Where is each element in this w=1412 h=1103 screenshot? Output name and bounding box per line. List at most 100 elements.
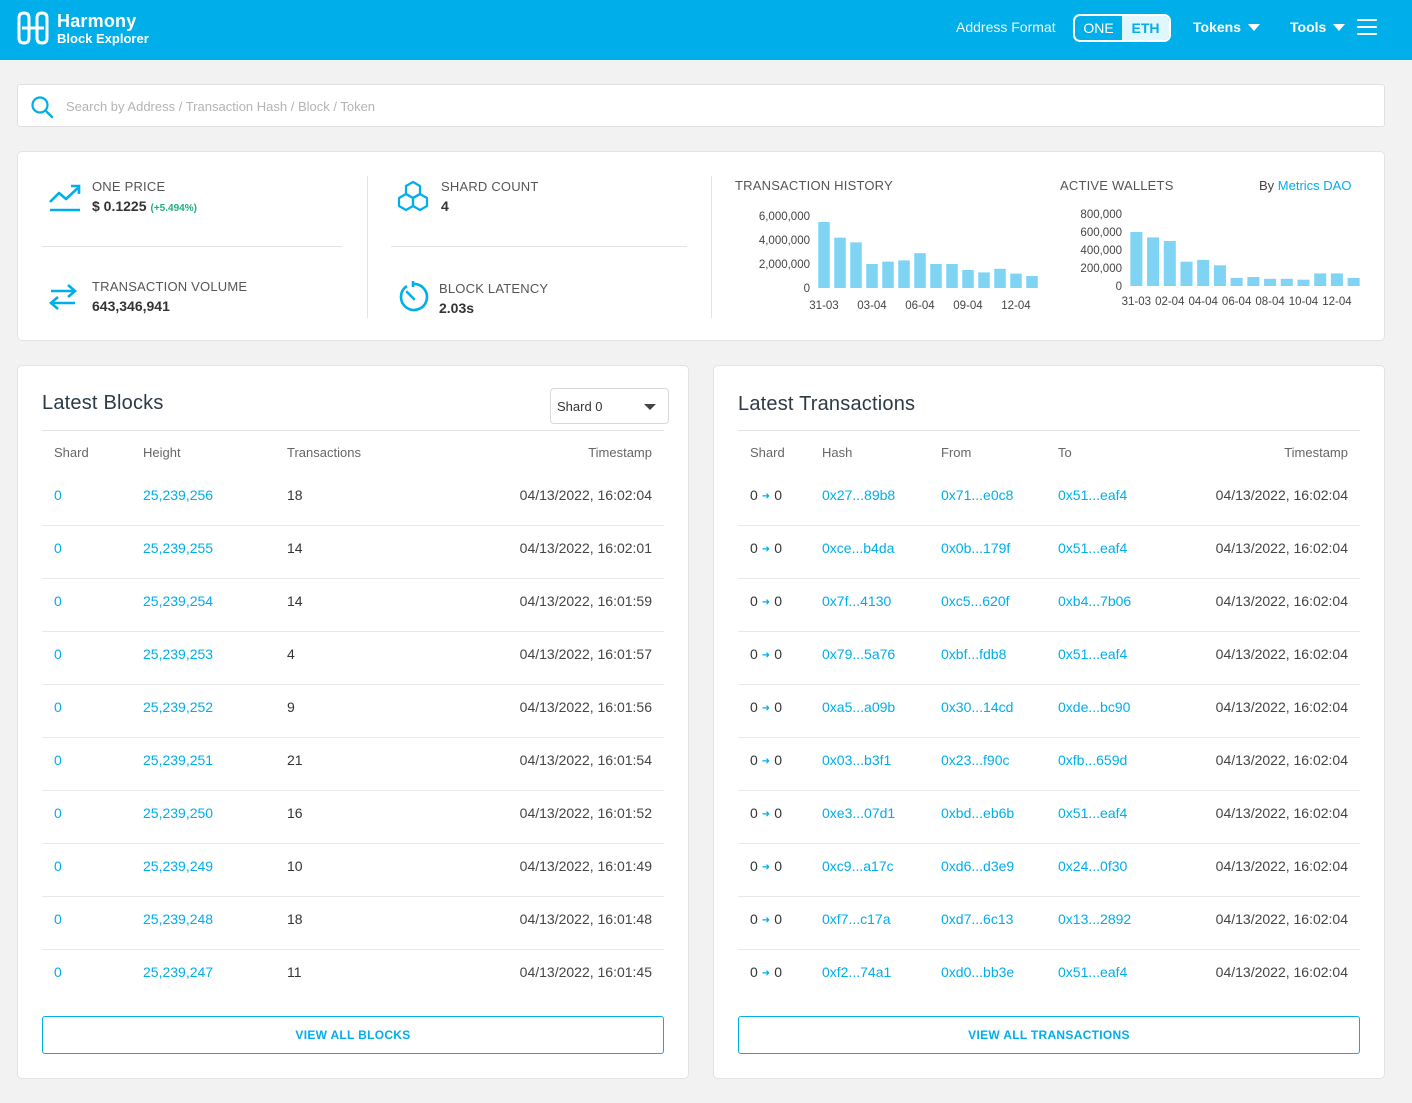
tx-from-link[interactable]: 0x0b...179f: [941, 540, 1011, 556]
block-shard-link[interactable]: 0: [54, 858, 62, 874]
bar[interactable]: [834, 237, 846, 288]
tx-to-link[interactable]: 0x24...0f30: [1058, 858, 1128, 874]
tx-from-shard: 0: [750, 805, 758, 821]
tx-shard: 0 ➜ 0: [750, 858, 782, 874]
bar[interactable]: [1130, 232, 1143, 286]
tx-from-link[interactable]: 0x30...14cd: [941, 699, 1014, 715]
shard-select[interactable]: Shard 0: [550, 388, 669, 424]
block-shard-link[interactable]: 0: [54, 805, 62, 821]
block-height-link[interactable]: 25,239,256: [143, 487, 214, 503]
tx-to-link[interactable]: 0x51...eaf4: [1058, 540, 1128, 556]
bar[interactable]: [866, 264, 878, 288]
address-format-label: Address Format: [956, 19, 1056, 35]
bar[interactable]: [1230, 277, 1243, 286]
tx-hash-link[interactable]: 0x27...89b8: [822, 487, 896, 503]
bar[interactable]: [1330, 273, 1343, 286]
block-shard-link[interactable]: 0: [54, 911, 62, 927]
tx-from-link[interactable]: 0x71...e0c8: [941, 487, 1014, 503]
block-shard-link[interactable]: 0: [54, 964, 62, 980]
brand-logo[interactable]: Harmony Block Explorer: [16, 11, 149, 45]
block-height-link[interactable]: 25,239,250: [143, 805, 214, 821]
tx-to-link[interactable]: 0xb4...7b06: [1058, 593, 1132, 609]
tx-hash-link[interactable]: 0xa5...a09b: [822, 699, 896, 715]
block-shard-link[interactable]: 0: [54, 593, 62, 609]
tx-from-link[interactable]: 0xbf...fdb8: [941, 646, 1007, 662]
block-height-link[interactable]: 25,239,255: [143, 540, 214, 556]
bar[interactable]: [1180, 261, 1193, 286]
bar[interactable]: [1264, 278, 1277, 286]
tx-from-link[interactable]: 0xd0...bb3e: [941, 964, 1015, 980]
metrics-dao-link[interactable]: Metrics DAO: [1277, 178, 1352, 193]
tx-to-link[interactable]: 0x13...2892: [1058, 911, 1132, 927]
tx-hash-link[interactable]: 0xc9...a17c: [822, 858, 894, 874]
bar[interactable]: [818, 222, 830, 288]
tx-hash-link[interactable]: 0xe3...07d1: [822, 805, 896, 821]
bar[interactable]: [898, 260, 910, 288]
bar[interactable]: [850, 242, 862, 288]
bar[interactable]: [946, 264, 958, 288]
block-height-link[interactable]: 25,239,249: [143, 858, 214, 874]
block-shard-link[interactable]: 0: [54, 699, 62, 715]
tx-hash-link[interactable]: 0x79...5a76: [822, 646, 896, 662]
block-height-link[interactable]: 25,239,251: [143, 752, 214, 768]
bar[interactable]: [1247, 277, 1260, 286]
bar[interactable]: [1297, 279, 1310, 286]
bar[interactable]: [994, 268, 1006, 288]
bar[interactable]: [1163, 241, 1176, 286]
tx-to-link[interactable]: 0x51...eaf4: [1058, 964, 1128, 980]
address-format-toggle[interactable]: ONE ETH: [1073, 14, 1171, 42]
tx-from-link[interactable]: 0xbd...eb6b: [941, 805, 1015, 821]
tokens-dropdown[interactable]: Tokens: [1193, 19, 1260, 35]
tx-hash-link[interactable]: 0xce...b4da: [822, 540, 895, 556]
bar[interactable]: [930, 264, 942, 288]
block-shard-link[interactable]: 0: [54, 540, 62, 556]
block-height-link[interactable]: 25,239,248: [143, 911, 214, 927]
hamburger-menu-icon[interactable]: [1357, 19, 1377, 37]
harmony-logo-icon: [17, 11, 49, 45]
bar[interactable]: [882, 261, 894, 288]
bar[interactable]: [962, 270, 974, 288]
bar[interactable]: [1026, 276, 1038, 288]
block-height-link[interactable]: 25,239,247: [143, 964, 214, 980]
tx-to-link[interactable]: 0xfb...659d: [1058, 752, 1128, 768]
x-tick-label: 06-04: [1222, 296, 1252, 308]
bar[interactable]: [1147, 237, 1160, 286]
address-format-eth[interactable]: ETH: [1122, 16, 1169, 40]
tx-to-link[interactable]: 0x51...eaf4: [1058, 646, 1128, 662]
address-format-one[interactable]: ONE: [1083, 20, 1114, 36]
bar[interactable]: [1197, 259, 1210, 286]
bar[interactable]: [1280, 278, 1293, 286]
bar[interactable]: [1314, 273, 1327, 286]
tx-from-link[interactable]: 0xd6...d3e9: [941, 858, 1015, 874]
bar[interactable]: [1213, 265, 1226, 286]
tx-from-link[interactable]: 0xc5...620f: [941, 593, 1010, 609]
tx-hash-link[interactable]: 0xf2...74a1: [822, 964, 892, 980]
tx-to-link[interactable]: 0xde...bc90: [1058, 699, 1131, 715]
tx-from-link[interactable]: 0x23...f90c: [941, 752, 1010, 768]
search-input[interactable]: [66, 94, 1366, 118]
view-all-blocks-button[interactable]: VIEW ALL BLOCKS: [42, 1016, 664, 1054]
active-wallets-chart: 800,000 600,000 400,000 200,000 031-03 02-04 0…: [1080, 209, 1360, 308]
bar[interactable]: [1347, 277, 1360, 286]
tx-to-link[interactable]: 0x51...eaf4: [1058, 805, 1128, 821]
tx-hash-link[interactable]: 0x03...b3f1: [822, 752, 892, 768]
col-timestamp: Timestamp: [1284, 445, 1348, 460]
block-shard-link[interactable]: 0: [54, 646, 62, 662]
tx-hash-link[interactable]: 0x7f...4130: [822, 593, 892, 609]
block-height-link[interactable]: 25,239,253: [143, 646, 214, 662]
bar[interactable]: [914, 253, 926, 288]
block-shard-link[interactable]: 0: [54, 487, 62, 503]
bar[interactable]: [978, 272, 990, 288]
block-shard-link[interactable]: 0: [54, 752, 62, 768]
tx-shard: 0 ➜ 0: [750, 911, 782, 927]
tx-hash-link[interactable]: 0xf7...c17a: [822, 911, 891, 927]
y-tick-label: 6,000,000: [759, 211, 810, 223]
view-all-transactions-button[interactable]: VIEW ALL TRANSACTIONS: [738, 1016, 1360, 1054]
tools-dropdown[interactable]: Tools: [1290, 19, 1346, 35]
bar[interactable]: [1010, 273, 1022, 288]
one-price-label: ONE PRICE: [92, 179, 166, 194]
tx-to-link[interactable]: 0x51...eaf4: [1058, 487, 1128, 503]
block-height-link[interactable]: 25,239,254: [143, 593, 214, 609]
tx-from-link[interactable]: 0xd7...6c13: [941, 911, 1014, 927]
block-height-link[interactable]: 25,239,252: [143, 699, 214, 715]
